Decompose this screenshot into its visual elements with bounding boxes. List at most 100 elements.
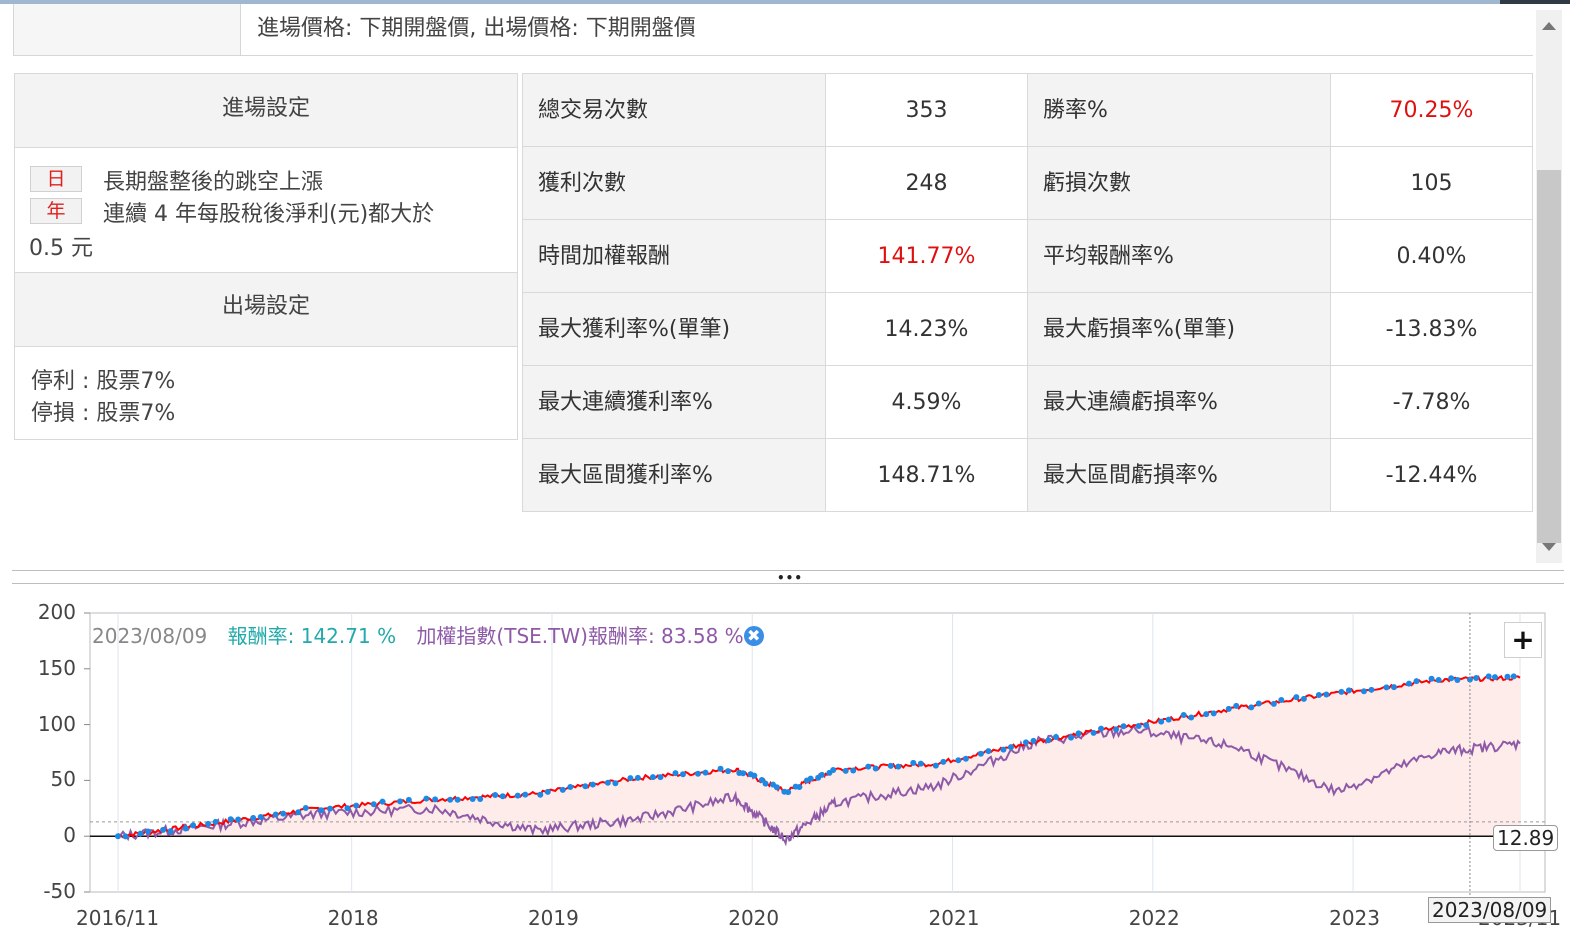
trade-marker	[1075, 730, 1082, 737]
stat-value: 353	[825, 73, 1028, 147]
trade-marker	[302, 805, 309, 812]
trade-marker	[205, 820, 212, 827]
trade-marker	[537, 791, 544, 798]
stat-value: 105	[1330, 146, 1533, 220]
return-chart[interactable]	[0, 590, 1570, 938]
trade-marker	[1158, 718, 1165, 725]
trade-marker	[589, 781, 596, 788]
trade-marker	[160, 826, 167, 833]
window-top-strip-dark	[1500, 0, 1570, 4]
trade-marker	[280, 810, 287, 817]
trade-marker	[370, 801, 377, 808]
trade-marker	[717, 765, 724, 772]
trade-marker	[1485, 673, 1492, 680]
trade-marker	[751, 772, 758, 779]
stats-row: 最大區間獲利率% 148.71% 最大區間虧損率% -12.44%	[522, 438, 1533, 512]
trade-marker	[1491, 674, 1498, 681]
stat-value: 70.25%	[1330, 73, 1533, 147]
trade-marker	[1270, 700, 1277, 707]
take-profit-text: 停利 : 股票7%	[31, 369, 176, 394]
trade-marker	[1165, 716, 1172, 723]
stop-loss-text: 停損 : 股票7%	[31, 401, 176, 426]
scroll-up-icon[interactable]	[1542, 22, 1556, 30]
trade-marker	[1300, 695, 1307, 702]
trade-marker	[649, 774, 656, 781]
scroll-down-icon[interactable]	[1542, 543, 1556, 551]
trade-marker	[353, 802, 360, 809]
stat-value: -13.83%	[1330, 292, 1533, 366]
stat-label: 最大區間虧損率%	[1027, 438, 1331, 512]
trade-marker	[1413, 678, 1420, 685]
trade-marker	[469, 796, 476, 803]
stats-row: 最大連續獲利率% 4.59% 最大連續虧損率% -7.78%	[522, 365, 1533, 439]
trade-marker	[785, 789, 792, 796]
trade-marker	[499, 793, 506, 800]
entry-settings-title: 進場設定	[14, 73, 518, 148]
trade-marker	[1323, 691, 1330, 698]
trade-marker	[582, 783, 589, 790]
trade-marker	[1030, 737, 1037, 744]
trade-marker	[477, 796, 484, 803]
exit-conditions: 停利 : 股票7% 停損 : 股票7%	[14, 346, 518, 440]
legend-date: 2023/08/09	[92, 624, 208, 648]
pane-splitter-top	[12, 570, 1564, 571]
trade-marker	[842, 767, 849, 774]
trade-marker	[344, 805, 351, 812]
stat-value: 4.59%	[825, 365, 1028, 439]
trade-marker	[1428, 675, 1435, 682]
trade-marker	[318, 807, 325, 814]
trade-marker	[257, 814, 264, 821]
trade-marker	[514, 792, 521, 799]
trade-marker	[1435, 676, 1442, 683]
trade-marker	[657, 774, 664, 781]
splitter-handle-icon[interactable]: •••	[777, 571, 804, 585]
stat-value: 248	[825, 146, 1028, 220]
stat-label: 虧損次數	[1027, 146, 1331, 220]
scrollbar-thumb[interactable]	[1537, 170, 1561, 543]
trade-marker	[1345, 687, 1352, 694]
stat-label: 平均報酬率%	[1027, 219, 1331, 293]
trade-marker	[1504, 673, 1511, 680]
y-tick-label: 150	[37, 655, 76, 680]
trade-marker	[612, 780, 619, 787]
trade-marker	[295, 809, 302, 816]
trade-marker	[145, 828, 152, 835]
trade-marker	[796, 784, 803, 791]
trade-marker	[962, 755, 969, 762]
close-icon[interactable]: ✖	[743, 626, 764, 646]
trade-marker	[1098, 725, 1105, 732]
y-tick-label: 100	[37, 711, 76, 736]
trade-marker	[1454, 677, 1461, 684]
trade-marker	[940, 758, 947, 765]
last-value-label: 12.89	[1493, 825, 1559, 851]
stat-label: 總交易次數	[522, 73, 826, 147]
trade-marker	[1120, 723, 1127, 730]
y-tick-label: 200	[37, 600, 76, 624]
trade-marker	[1390, 684, 1397, 691]
trade-marker	[702, 769, 709, 776]
zoom-in-button[interactable]: +	[1504, 622, 1542, 658]
trade-marker	[773, 784, 780, 791]
trade-marker	[850, 767, 857, 774]
stat-value: 148.71%	[825, 438, 1028, 512]
trade-marker	[423, 795, 430, 802]
x-tick-label: 2019	[527, 906, 579, 930]
trade-marker	[212, 818, 219, 825]
vertical-scrollbar[interactable]	[1536, 10, 1562, 563]
strategy-area	[118, 676, 1520, 838]
trade-marker	[895, 763, 902, 770]
trade-marker	[1233, 702, 1240, 709]
trade-marker	[1053, 733, 1060, 740]
header-left-cell	[13, 4, 241, 56]
trade-marker	[627, 775, 634, 782]
trade-marker	[725, 768, 732, 775]
exit-settings-title: 出場設定	[14, 272, 518, 347]
trade-marker	[1406, 680, 1413, 687]
stats-row: 總交易次數 353 勝率% 70.25%	[522, 73, 1533, 147]
stat-label: 最大連續虧損率%	[1027, 365, 1331, 439]
entry-condition-2-cont: 0.5 元	[29, 236, 93, 261]
trade-marker	[227, 816, 234, 823]
trade-marker	[567, 784, 574, 791]
trade-marker	[910, 759, 917, 766]
trade-marker	[977, 750, 984, 757]
